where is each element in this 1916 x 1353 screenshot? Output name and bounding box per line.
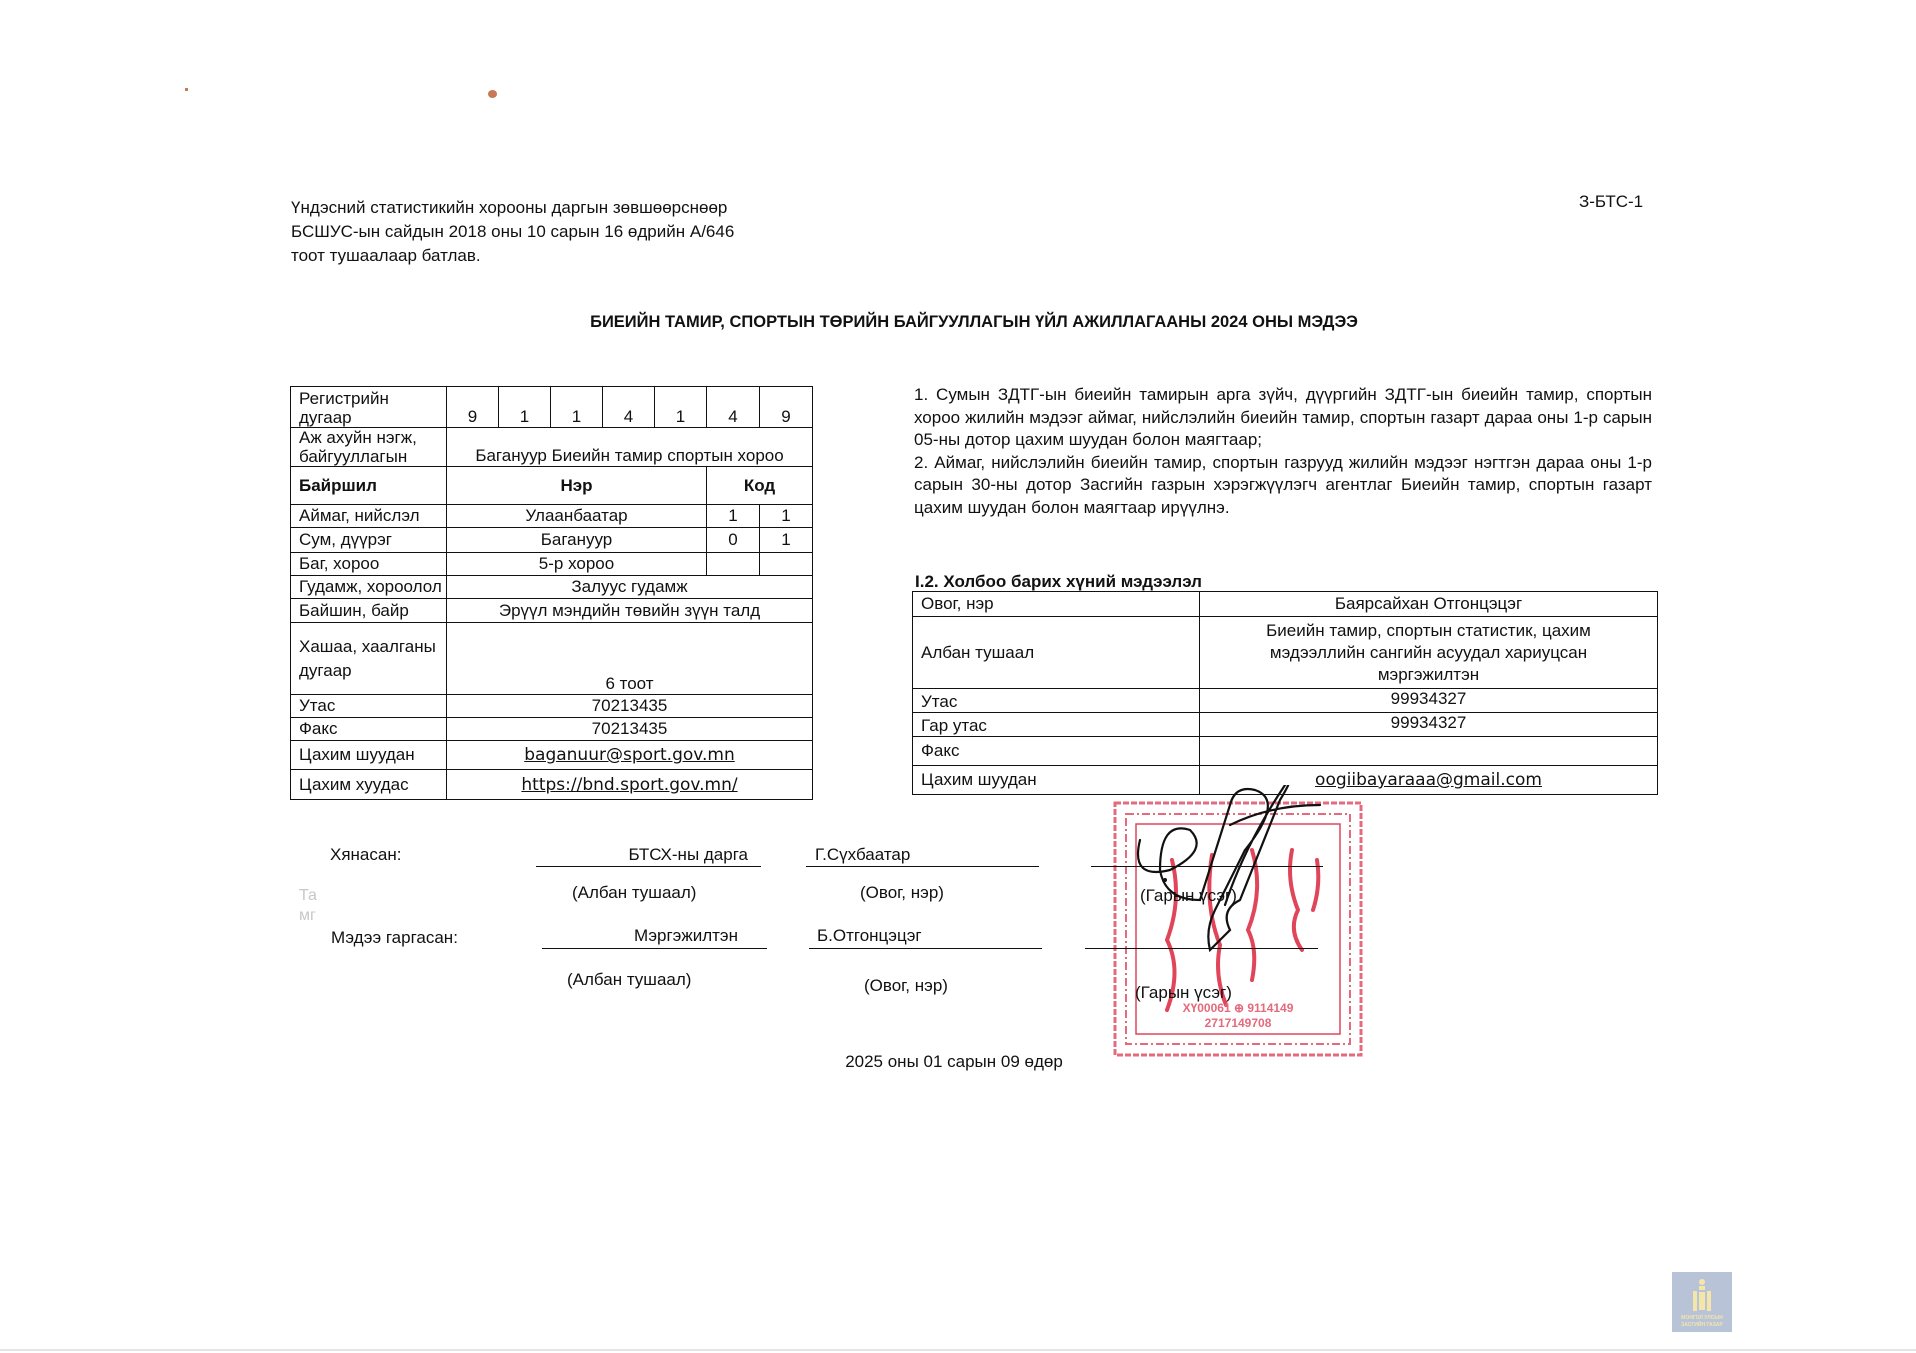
contact-label: Факс: [912, 736, 1200, 766]
submitter-name: Б.Отгонцэцэг: [817, 926, 922, 945]
document-title: БИЕИЙН ТАМИР, СПОРТЫН ТӨРИЙН БАЙГУУЛЛАГЫ…: [590, 313, 1358, 331]
reviewer-name: Г.Сүхбаатар: [815, 845, 911, 864]
aimag-value: Улаанбаатар: [446, 504, 707, 528]
code-digit: 1: [759, 504, 813, 528]
contact-label: Овог, нэр: [912, 591, 1200, 617]
contact-email-link[interactable]: oogiibayaraaa@gmail.com: [1315, 770, 1542, 790]
gate-label: Хашаа, хаалганы дугаар: [290, 622, 447, 695]
svg-text:ХҮ00061 ⊕ 9114149: ХҮ00061 ⊕ 9114149: [1183, 1001, 1294, 1015]
faint-text: Та мг: [299, 886, 317, 926]
registry-label: Регистрийн дугаар: [290, 386, 447, 428]
gate-value: 6 тоот: [446, 622, 813, 695]
submitter-position-line: [542, 948, 767, 949]
phone-value: 70213435: [446, 694, 813, 718]
contact-value: Биеийн тамир, спортын статистик, цахим м…: [1199, 616, 1658, 689]
signature-caption: (Гарын үсэг): [1135, 983, 1232, 1002]
code-digit: 1: [706, 504, 760, 528]
registry-digit: 4: [602, 386, 655, 428]
contact-value: 99934327: [1199, 712, 1658, 737]
approval-line: тоот тушаалаар батлав.: [291, 246, 481, 265]
location-header: Байршил: [290, 466, 447, 505]
registry-digit: 9: [446, 386, 499, 428]
svg-text:МОНГОЛ УЛСЫН: МОНГОЛ УЛСЫН: [1681, 1315, 1723, 1321]
code-digit: 0: [706, 527, 760, 553]
approval-line: Үндэсний статистикийн хорооны даргын зөв…: [291, 198, 728, 217]
form-code: З-БТС-1: [1579, 192, 1644, 211]
organization-table: Регистрийн дугаар 9 1 1 4 1 4 9 Аж ахуйн…: [290, 386, 813, 800]
aimag-label: Аймаг, нийслэл: [290, 504, 447, 528]
name-header: Нэр: [446, 466, 707, 505]
contact-label: Албан тушаал: [912, 616, 1200, 689]
district-label: Сум, дүүрэг: [290, 527, 447, 553]
position-caption: (Албан тушаал): [567, 970, 692, 989]
contact-value: 99934327: [1199, 688, 1658, 713]
svg-text:ЗАСГИЙН ГАЗАР: ЗАСГИЙН ГАЗАР: [1681, 1320, 1723, 1328]
khoroo-label: Баг, хороо: [290, 552, 447, 576]
building-value: Эрүүл мэндийн төвийн зүүн талд: [446, 598, 813, 623]
unit-label: Аж ахуйн нэгж, байгууллагын: [290, 427, 447, 467]
contact-heading: I.2. Холбоо барих хүний мэдээлэл: [915, 572, 1202, 591]
contact-label: Цахим шуудан: [912, 765, 1200, 795]
report-date: 2025 оны 01 сарын 09 өдөр: [845, 1052, 1063, 1071]
web-label: Цахим хуудас: [290, 769, 447, 800]
approval-line: БСШУС-ын сайдын 2018 оны 10 сарын 16 өдр…: [291, 222, 735, 241]
position-caption: (Албан тушаал): [572, 883, 697, 902]
official-stamp: ХҮ00061 ⊕ 9114149 2717149708: [1113, 801, 1363, 1057]
contact-value: [1199, 736, 1658, 766]
scan-edge: [0, 1349, 1916, 1351]
reviewer-position-line: [536, 866, 761, 867]
unit-value: Багануур Биеийн тамир спортын хороо: [446, 427, 813, 467]
code-digit: [759, 552, 813, 576]
registry-digit: 1: [498, 386, 551, 428]
registry-digit: 1: [654, 386, 707, 428]
code-header: Код: [706, 466, 813, 505]
contact-value: Баярсайхан Отгонцэцэг: [1199, 591, 1658, 617]
scan-speck: [185, 88, 188, 91]
reviewer-signature-line: [1091, 866, 1323, 867]
faint-line: мг: [299, 907, 316, 924]
fax-value: 70213435: [446, 717, 813, 741]
code-digit: 1: [759, 527, 813, 553]
faint-line: Та: [299, 887, 317, 904]
phone-label: Утас: [290, 694, 447, 718]
district-value: Багануур: [446, 527, 707, 553]
signature-caption: (Гарын үсэг): [1140, 886, 1237, 905]
approval-note: Үндэсний статистикийн хорооны даргын зөв…: [291, 196, 734, 268]
reviewer-name-line: [806, 866, 1039, 867]
handwritten-signature: [1136, 785, 1322, 953]
street-label: Гудамж, хороолол: [290, 575, 447, 599]
contact-label: Утас: [912, 688, 1200, 713]
website-link[interactable]: https://bnd.sport.gov.mn/: [521, 774, 738, 795]
registry-digit: 1: [550, 386, 603, 428]
submitted-label: Мэдээ гаргасан:: [331, 928, 458, 947]
name-caption: (Овог, нэр): [860, 883, 944, 902]
reviewer-position: БТСХ-ны дарга: [628, 845, 748, 864]
submitter-signature-line: [1085, 948, 1318, 949]
scan-speck: [488, 90, 497, 98]
reviewed-label: Хянасан:: [330, 845, 402, 864]
email-label: Цахим шуудан: [290, 740, 447, 770]
submitter-position: Мэргэжилтэн: [634, 926, 738, 945]
contact-table: Овог, нэр Баярсайхан Отгонцэцэг Албан туш…: [912, 591, 1658, 795]
svg-text:2717149708: 2717149708: [1205, 1016, 1272, 1030]
fax-label: Факс: [290, 717, 447, 741]
building-label: Байшин, байр: [290, 598, 447, 623]
contact-label: Гар утас: [912, 712, 1200, 737]
registry-digit: 9: [759, 386, 813, 428]
instructions: 1. Сумын ЗДТГ-ын биеийн тамирын арга зүй…: [914, 384, 1652, 520]
government-logo: МОНГОЛ УЛСЫН ЗАСГИЙН ГАЗАР: [1672, 1272, 1732, 1332]
code-digit: [706, 552, 760, 576]
registry-digit: 4: [706, 386, 760, 428]
khoroo-value: 5-р хороо: [446, 552, 707, 576]
instruction-item: 2. Аймаг, нийслэлийн биеийн тамир, спорт…: [914, 452, 1652, 517]
street-value: Залуус гудамж: [446, 575, 813, 599]
email-link[interactable]: baganuur@sport.gov.mn: [524, 745, 735, 765]
instruction-item: 1. Сумын ЗДТГ-ын биеийн тамирын арга зүй…: [914, 385, 1652, 450]
submitter-name-line: [809, 948, 1042, 949]
name-caption: (Овог, нэр): [864, 976, 948, 995]
